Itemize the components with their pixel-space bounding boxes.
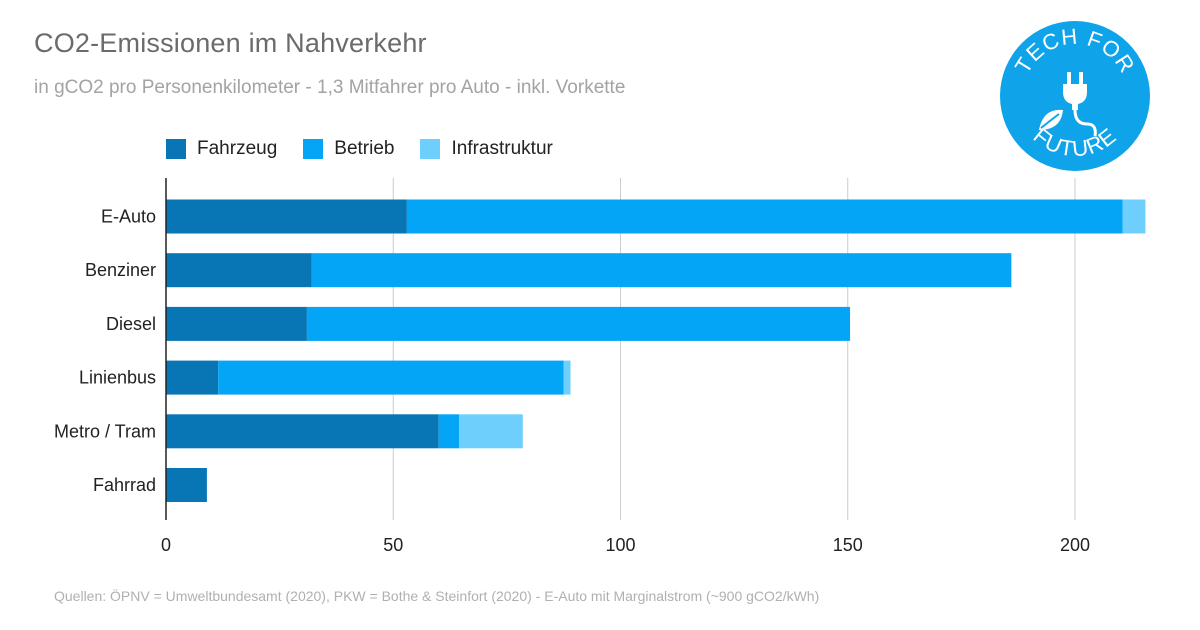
legend: Fahrzeug Betrieb Infrastruktur bbox=[166, 138, 579, 160]
bar-linienbus-betrieb bbox=[218, 360, 564, 395]
x-tick-label-200: 200 bbox=[1060, 535, 1090, 555]
bar-e-auto-betrieb bbox=[406, 199, 1123, 234]
x-tick-label-100: 100 bbox=[605, 535, 635, 555]
x-tick-label-0: 0 bbox=[161, 535, 171, 555]
legend-swatch-fahrzeug bbox=[166, 139, 186, 159]
bar-diesel-betrieb bbox=[306, 306, 851, 341]
tech-for-future-logo: TECH FOR FUTURE bbox=[1000, 21, 1150, 171]
bar-metro-tram-infrastruktur bbox=[459, 414, 523, 449]
category-label-benziner: Benziner bbox=[85, 260, 156, 280]
bar-e-auto-infrastruktur bbox=[1122, 199, 1146, 234]
legend-swatch-betrieb bbox=[303, 139, 324, 159]
legend-label-infrastruktur: Infrastruktur bbox=[451, 138, 553, 159]
bar-linienbus-infrastruktur bbox=[563, 360, 571, 395]
category-label-diesel: Diesel bbox=[106, 314, 156, 334]
bar-e-auto-fahrzeug bbox=[166, 199, 407, 234]
legend-item-fahrzeug: Fahrzeug bbox=[166, 138, 277, 160]
category-label-linienbus: Linienbus bbox=[79, 368, 156, 388]
bar-diesel-fahrzeug bbox=[166, 306, 307, 341]
category-label-fahrrad: Fahrrad bbox=[93, 475, 156, 495]
x-tick-label-50: 50 bbox=[383, 535, 403, 555]
bar-benziner-fahrzeug bbox=[166, 253, 312, 288]
bar-metro-tram-betrieb bbox=[438, 414, 460, 449]
legend-item-betrieb: Betrieb bbox=[303, 138, 394, 160]
bar-fahrrad-fahrzeug bbox=[166, 468, 207, 502]
x-tick-label-150: 150 bbox=[833, 535, 863, 555]
legend-item-infrastruktur: Infrastruktur bbox=[420, 138, 553, 160]
bar-benziner-betrieb bbox=[311, 253, 1012, 288]
legend-swatch-infrastruktur bbox=[420, 139, 441, 159]
chart-subtitle: in gCO2 pro Personenkilometer - 1,3 Mitf… bbox=[34, 77, 626, 98]
source-note: Quellen: ÖPNV = Umweltbundesamt (2020), … bbox=[54, 588, 820, 604]
plug-leaf-icon bbox=[1039, 72, 1097, 137]
legend-label-betrieb: Betrieb bbox=[334, 138, 395, 159]
category-label-e-auto: E-Auto bbox=[101, 207, 156, 227]
bar-metro-tram-fahrzeug bbox=[166, 414, 439, 449]
bar-linienbus-fahrzeug bbox=[166, 360, 219, 395]
category-label-metro-tram: Metro / Tram bbox=[54, 421, 156, 441]
chart-title: CO2-Emissionen im Nahverkehr bbox=[34, 28, 427, 58]
legend-label-fahrzeug: Fahrzeug bbox=[197, 138, 278, 159]
